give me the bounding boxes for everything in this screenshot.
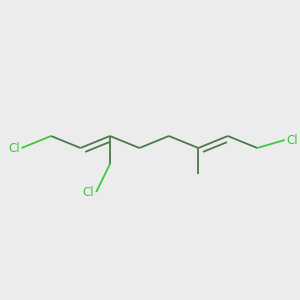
Text: Cl: Cl [287, 134, 298, 146]
Text: Cl: Cl [8, 142, 20, 154]
Text: Cl: Cl [82, 185, 94, 199]
